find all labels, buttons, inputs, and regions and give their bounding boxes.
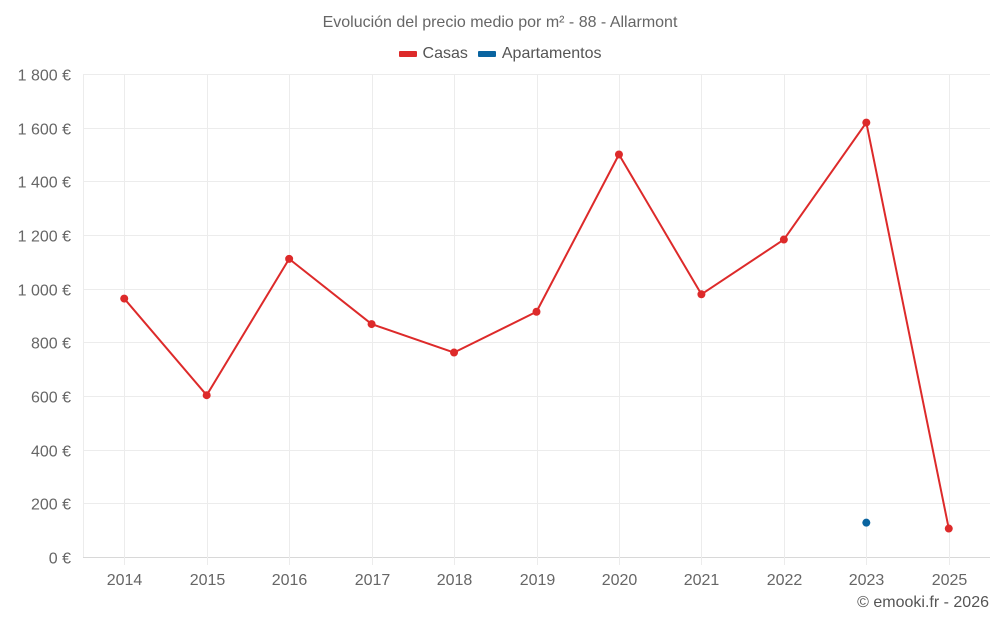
y-tick-label: 1 600 € (18, 122, 71, 139)
x-tick-label: 2021 (684, 572, 720, 589)
data-point[interactable] (862, 518, 871, 527)
legend-item-apartamentos[interactable]: Apartamentos (477, 45, 602, 63)
y-tick-label: 200 € (31, 497, 71, 514)
legend: Casas Apartamentos (0, 45, 1000, 63)
data-point[interactable] (450, 348, 459, 357)
x-tick-label: 2017 (355, 572, 391, 589)
data-point[interactable] (779, 235, 788, 244)
y-tick-label: 600 € (31, 390, 71, 407)
legend-label-casas: Casas (422, 45, 468, 62)
y-tick-label: 400 € (31, 444, 71, 461)
legend-item-casas[interactable]: Casas (398, 45, 468, 63)
x-tick-label: 2018 (437, 572, 473, 589)
x-tick-label: 2022 (767, 572, 803, 589)
data-point[interactable] (944, 524, 953, 533)
y-tick-label: 800 € (31, 336, 71, 353)
y-tick-label: 0 € (49, 551, 71, 568)
data-point[interactable] (367, 320, 376, 329)
x-tick-label: 2025 (932, 572, 968, 589)
x-tick-label: 2020 (602, 572, 638, 589)
grid-lines (83, 74, 990, 565)
chart-title: Evolución del precio medio por m² - 88 -… (322, 14, 678, 31)
series-line-casas (123, 121, 950, 529)
x-tick-label: 2019 (520, 572, 556, 589)
y-tick-label: 1 400 € (18, 175, 71, 192)
data-point[interactable] (862, 118, 871, 127)
x-tick-label: 2015 (190, 572, 226, 589)
data-point[interactable] (614, 150, 623, 159)
y-tick-label: 1 000 € (18, 283, 71, 300)
data-point[interactable] (532, 307, 541, 316)
casas-swatch-icon (398, 51, 417, 57)
y-tick-label: 1 800 € (18, 68, 71, 85)
data-point[interactable] (120, 294, 129, 303)
y-axis: 0 € 200 € 400 € 600 € 800 € 1 000 € 1 200 € 1 4… (18, 68, 71, 568)
y-tick-label: 1 200 € (18, 229, 71, 246)
x-tick-label: 2023 (849, 572, 885, 589)
apartamentos-swatch-icon (477, 51, 496, 57)
x-tick-label: 2016 (272, 572, 308, 589)
data-point[interactable] (202, 391, 211, 400)
data-point[interactable] (697, 290, 706, 299)
series-layer (120, 118, 953, 533)
x-axis: 2014 2015 2016 2017 2018 2019 2020 2021 2022 2023… (107, 572, 968, 589)
credit-text: © emooki.fr - 2026 (857, 594, 989, 611)
data-point[interactable] (285, 254, 294, 263)
x-tick-label: 2014 (107, 572, 143, 589)
legend-label-apartamentos: Apartamentos (501, 45, 602, 62)
